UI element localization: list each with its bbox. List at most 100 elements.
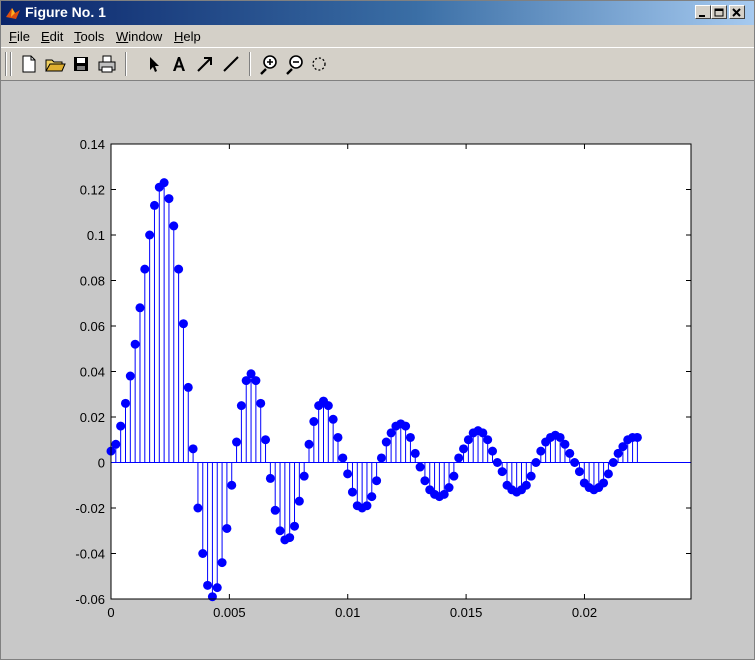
stem-marker — [338, 453, 348, 463]
stem-marker — [135, 303, 145, 313]
stem-marker — [203, 580, 213, 590]
menu-file[interactable]: File — [9, 29, 30, 44]
new-file-icon — [22, 55, 36, 73]
stem-series — [106, 178, 642, 602]
save-icon — [74, 57, 88, 71]
stem-marker — [521, 480, 531, 490]
menu-file-accel: F — [9, 29, 17, 44]
axes-frame — [110, 143, 692, 600]
print-icon — [98, 55, 116, 73]
stem-marker — [599, 478, 609, 488]
menu-edit[interactable]: Edit — [41, 29, 63, 44]
toolbar-grip — [5, 52, 7, 76]
menu-edit-accel: E — [41, 29, 50, 44]
insert-line-icon — [223, 56, 239, 72]
menu-help[interactable]: Help — [174, 29, 201, 44]
stem-marker — [149, 200, 159, 210]
stem-marker — [227, 480, 237, 490]
save-button[interactable] — [69, 52, 93, 76]
y-tick-label: 0.04 — [80, 365, 105, 380]
insert-line-button[interactable] — [219, 52, 243, 76]
select-button[interactable] — [141, 52, 165, 76]
select-arrow-icon — [150, 57, 159, 72]
y-tick-labels: -0.06 -0.04 -0.02 0 0.02 0.04 0.06 0.08 0.1 0.12 0… — [75, 137, 105, 607]
stem-marker — [299, 471, 309, 481]
stem-marker — [347, 487, 357, 497]
stem-plot[interactable]: -0.06 -0.04 -0.02 0 0.02 0.04 0.06 0.08 0.1 0.12 0… — [1, 81, 754, 659]
stem-marker — [188, 444, 198, 454]
stem-marker — [120, 398, 130, 408]
stem-marker — [613, 448, 623, 458]
stem-marker — [183, 382, 193, 392]
menu-window[interactable]: Window — [116, 29, 162, 44]
stem-marker — [376, 453, 386, 463]
menu-window-accel: W — [116, 29, 129, 44]
stem-marker — [111, 439, 121, 449]
y-tick-label: 0.12 — [80, 183, 105, 198]
stem-marker — [333, 432, 343, 442]
menu-help-accel: H — [174, 29, 184, 44]
open-button[interactable] — [43, 52, 67, 76]
stem-marker — [164, 194, 174, 204]
stem-marker — [367, 492, 377, 502]
stem-marker — [454, 453, 464, 463]
insert-arrow-button[interactable] — [193, 52, 217, 76]
menu-tools-label: ools — [80, 29, 105, 44]
stem-marker — [362, 501, 372, 511]
minimize-button[interactable] — [695, 5, 711, 19]
stem-marker — [618, 442, 628, 452]
stem-marker — [565, 448, 575, 458]
toolbar-separator — [125, 52, 127, 76]
zoom-in-icon — [260, 55, 277, 75]
stem-marker — [488, 446, 498, 456]
stem-marker — [217, 558, 227, 568]
stem-marker — [492, 458, 502, 467]
figure-canvas[interactable]: -0.06 -0.04 -0.02 0 0.02 0.04 0.06 0.08 0.1 0.12 0… — [1, 81, 754, 659]
stem-marker — [439, 489, 449, 499]
stem-marker — [415, 462, 425, 472]
new-file-button[interactable] — [17, 52, 41, 76]
insert-text-icon — [173, 57, 185, 71]
stem-marker — [140, 264, 150, 274]
stem-marker — [372, 476, 382, 486]
stem-marker — [232, 437, 242, 447]
maximize-button[interactable] — [711, 5, 727, 19]
y-tick-label: -0.02 — [75, 501, 105, 516]
print-button[interactable] — [95, 52, 119, 76]
maximize-icon — [714, 8, 724, 17]
stem-marker — [632, 432, 642, 442]
stem-marker — [265, 473, 275, 483]
y-tick-label: -0.04 — [75, 547, 105, 562]
stem-marker — [178, 319, 188, 329]
title-bar[interactable]: Figure No. 1 — [1, 1, 754, 25]
stem-marker — [478, 428, 488, 438]
stem-marker — [420, 476, 430, 486]
minimize-icon — [699, 15, 705, 17]
stem-marker — [410, 448, 420, 458]
insert-arrow-icon — [197, 57, 212, 72]
x-tick-label: 0 — [107, 605, 114, 620]
stem-marker — [304, 439, 314, 449]
toolbar-separator-2 — [249, 52, 251, 76]
x-tick-label: 0.02 — [572, 605, 597, 620]
y-tick-label: 0.08 — [80, 274, 105, 289]
close-button[interactable] — [729, 5, 745, 19]
y-tick-label: 0.02 — [80, 410, 105, 425]
zoom-in-button[interactable] — [257, 52, 281, 76]
stem-marker — [603, 469, 613, 479]
stem-marker — [574, 467, 584, 477]
menu-file-label: ile — [16, 29, 30, 44]
stem-marker — [270, 505, 280, 515]
toolbar — [1, 47, 754, 81]
stem-marker — [309, 417, 319, 427]
y-tick-label: 0.1 — [87, 228, 105, 243]
stem-marker — [526, 471, 536, 481]
rotate-button[interactable] — [307, 52, 331, 76]
menu-help-label: elp — [183, 29, 201, 44]
zoom-out-button[interactable] — [283, 52, 307, 76]
menu-tools[interactable]: Tools — [74, 29, 104, 44]
window-title: Figure No. 1 — [25, 4, 106, 20]
stem-marker — [608, 458, 618, 467]
insert-text-button[interactable] — [167, 52, 191, 76]
